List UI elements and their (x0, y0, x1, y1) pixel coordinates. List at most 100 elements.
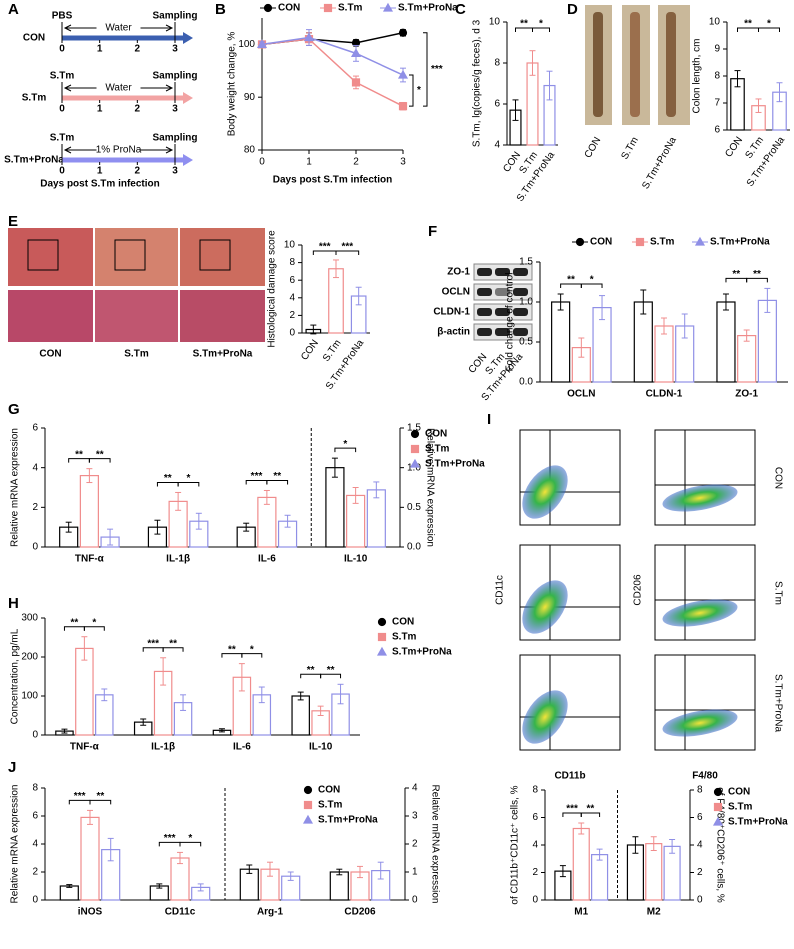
histology-zoom-box (27, 239, 59, 271)
sig-label: *** (341, 242, 353, 253)
colon-tissue (666, 12, 676, 117)
marker (398, 28, 408, 37)
sig-label: ** (307, 665, 315, 676)
bar (75, 647, 94, 736)
sig-label: * (92, 617, 96, 628)
panel-letter: H (8, 595, 19, 612)
legend-label: S.Tm+ProNa (710, 237, 770, 248)
panel-letter: E (8, 213, 18, 230)
sig-bracket (423, 32, 428, 107)
sig-bracket (746, 277, 768, 283)
y-tick-label: 6 (532, 812, 538, 823)
group-label: CON (23, 33, 45, 44)
y-axis-label: Relative mRNA expression (424, 428, 435, 547)
y-tick-label: 6 (714, 125, 720, 136)
legend-label: CON (318, 785, 340, 796)
x-tick-label: OCLN (567, 389, 595, 400)
x-tick-label: M1 (574, 907, 588, 918)
x-tick-label: TNF-α (70, 742, 100, 753)
y-tick-label: 9 (714, 44, 720, 55)
photo-label: CON (583, 135, 604, 160)
arrow-head (183, 92, 193, 104)
x-tick-label: CD206 (344, 907, 376, 918)
y-tick-label: 1.0 (519, 297, 533, 308)
y-tick-label: 4 (289, 292, 295, 303)
legend-marker (376, 646, 388, 656)
sig-bracket (177, 481, 200, 487)
day-label: 2 (135, 104, 141, 115)
y-axis-label: of F4/80⁺CD206⁺ cells, % (714, 787, 725, 903)
sig-bracket (580, 283, 603, 288)
legend-marker (575, 237, 585, 247)
marker (350, 48, 362, 57)
legend-marker (635, 237, 645, 247)
y-tick-label: 0 (32, 542, 38, 553)
histology-top (180, 228, 265, 286)
day-label: 0 (59, 104, 65, 115)
flow-row-label: CON (772, 467, 783, 489)
y-tick-label: 0 (32, 895, 38, 906)
sig-label: * (343, 439, 347, 450)
y-tick-label: 0 (697, 895, 703, 906)
sig-label: ** (96, 791, 104, 802)
y-tick-label: 6 (289, 275, 295, 286)
sig-label: *** (147, 638, 159, 649)
blot-band (513, 308, 528, 316)
legend-marker (263, 3, 273, 13)
legend-label: S.Tm (425, 444, 450, 455)
sig-label: ** (75, 449, 83, 460)
y-tick-label: 8 (532, 785, 538, 796)
legend-marker (382, 2, 394, 12)
y-tick-label: 2 (289, 310, 295, 321)
flow-density (522, 690, 568, 744)
flow-density (522, 465, 568, 519)
protein-label: CLDN-1 (433, 307, 470, 318)
sig-bracket (241, 653, 263, 658)
x-axis-label: Days post S.Tm infection (273, 175, 392, 186)
sig-label: * (188, 833, 192, 844)
histology-top (8, 228, 93, 286)
y-tick-label: 100 (21, 691, 38, 702)
legend-label: S.Tm (318, 800, 343, 811)
sig-label: ** (732, 269, 740, 280)
sig-bracket (580, 812, 601, 817)
x-tick-label: Arg-1 (257, 907, 284, 918)
day-label: 0 (59, 166, 65, 177)
marker (398, 102, 408, 111)
y-tick-label: 2 (412, 839, 418, 850)
photo-label: S.Tm+ProNa (640, 135, 679, 191)
legend-marker (303, 785, 313, 795)
legend-label: S.Tm (338, 3, 363, 14)
y-tick-label: 4 (494, 140, 500, 151)
label-bg (96, 82, 141, 94)
y-tick-label: 0.0 (519, 377, 533, 388)
flow-plot (654, 429, 756, 526)
axis-label: CD11c (495, 575, 506, 605)
histology-zoom-box (199, 239, 231, 271)
legend-label: S.Tm+ProNa (425, 459, 485, 470)
blot-band (495, 268, 510, 276)
bar (59, 885, 79, 901)
y-tick-label: 1.0 (407, 462, 421, 473)
histology-label: CON (39, 349, 61, 360)
legend-label: CON (425, 429, 447, 440)
y-tick-label: 4 (412, 783, 418, 794)
sig-bracket (532, 27, 550, 32)
flow-plot (654, 544, 756, 641)
y-tick-label: 6 (32, 423, 38, 434)
y-tick-label: 4 (32, 462, 38, 473)
legend-marker (303, 800, 313, 810)
y-tick-label: 2 (32, 502, 38, 513)
blot-band (513, 288, 528, 296)
y-tick-label: 8 (494, 58, 500, 69)
sig-label: * (250, 644, 254, 655)
legend-marker (713, 802, 723, 812)
y-tick-label: 0 (412, 895, 418, 906)
bar (80, 816, 100, 901)
flow-density (522, 580, 568, 634)
axis-label: CD206 (633, 574, 644, 606)
y-tick-label: 6 (697, 812, 703, 823)
y-tick-label: 8 (32, 783, 38, 794)
histology-label: S.Tm+ProNa (193, 349, 253, 360)
